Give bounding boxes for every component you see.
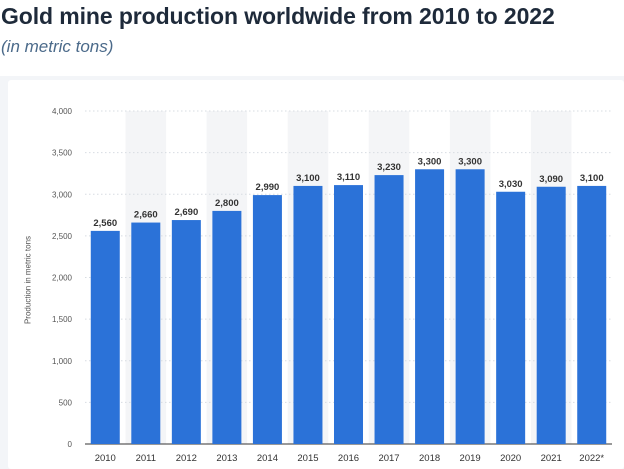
- data-label: 3,300: [418, 156, 442, 167]
- bar: [536, 186, 566, 444]
- chart-subtitle: (in metric tons): [1, 37, 114, 56]
- x-tick-label: 2021: [541, 453, 562, 464]
- x-tick-label: 2017: [378, 453, 399, 464]
- data-label: 3,230: [377, 162, 401, 173]
- y-tick-label: 1,000: [52, 357, 73, 366]
- y-tick-label: 2,500: [52, 232, 73, 241]
- y-tick-label: 1,500: [52, 315, 73, 324]
- y-tick-label: 3,000: [52, 190, 73, 199]
- bar: [293, 185, 323, 445]
- data-label: 3,090: [539, 174, 563, 185]
- bar: [496, 191, 526, 444]
- y-tick-label: 500: [59, 398, 73, 407]
- bar: [334, 185, 363, 444]
- bar: [252, 195, 282, 444]
- data-label: 2,560: [93, 218, 117, 229]
- x-tick-label: 2019: [460, 453, 481, 464]
- y-tick-label: 0: [68, 440, 73, 449]
- data-label: 3,100: [296, 173, 320, 184]
- bar: [415, 169, 445, 444]
- bar: [171, 220, 201, 444]
- chart-title: Gold mine production worldwide from 2010…: [1, 3, 555, 29]
- x-tick-label: 2022*: [579, 453, 604, 464]
- x-tick-label: 2011: [136, 453, 156, 464]
- x-tick-label: 2013: [216, 453, 237, 464]
- data-label: 2,660: [134, 210, 158, 221]
- x-tick-label: 2010: [95, 453, 116, 464]
- data-label: 2,990: [256, 182, 280, 193]
- bar: [577, 185, 607, 445]
- data-label: 3,030: [499, 179, 523, 190]
- data-label: 2,800: [215, 198, 239, 209]
- data-label: 3,100: [580, 173, 604, 184]
- x-tick-label: 2015: [297, 453, 318, 464]
- x-tick-label: 2012: [176, 453, 197, 464]
- data-label: 3,300: [458, 156, 482, 167]
- y-axis-label: Production in metric tons: [23, 235, 33, 325]
- y-tick-label: 2,000: [52, 274, 73, 283]
- x-tick-label: 2020: [500, 453, 521, 464]
- x-tick-label: 2018: [419, 453, 440, 464]
- bar: [374, 175, 404, 445]
- x-tick-label: 2014: [257, 453, 278, 464]
- data-label: 3,110: [337, 172, 360, 183]
- bar: [455, 169, 485, 444]
- bar: [90, 230, 120, 444]
- y-tick-label: 4,000: [52, 107, 73, 116]
- data-label: 2,690: [174, 207, 198, 218]
- bar: [131, 222, 161, 444]
- x-tick-label: 2016: [338, 453, 359, 464]
- y-tick-label: 3,500: [52, 149, 73, 158]
- bar: [212, 210, 242, 444]
